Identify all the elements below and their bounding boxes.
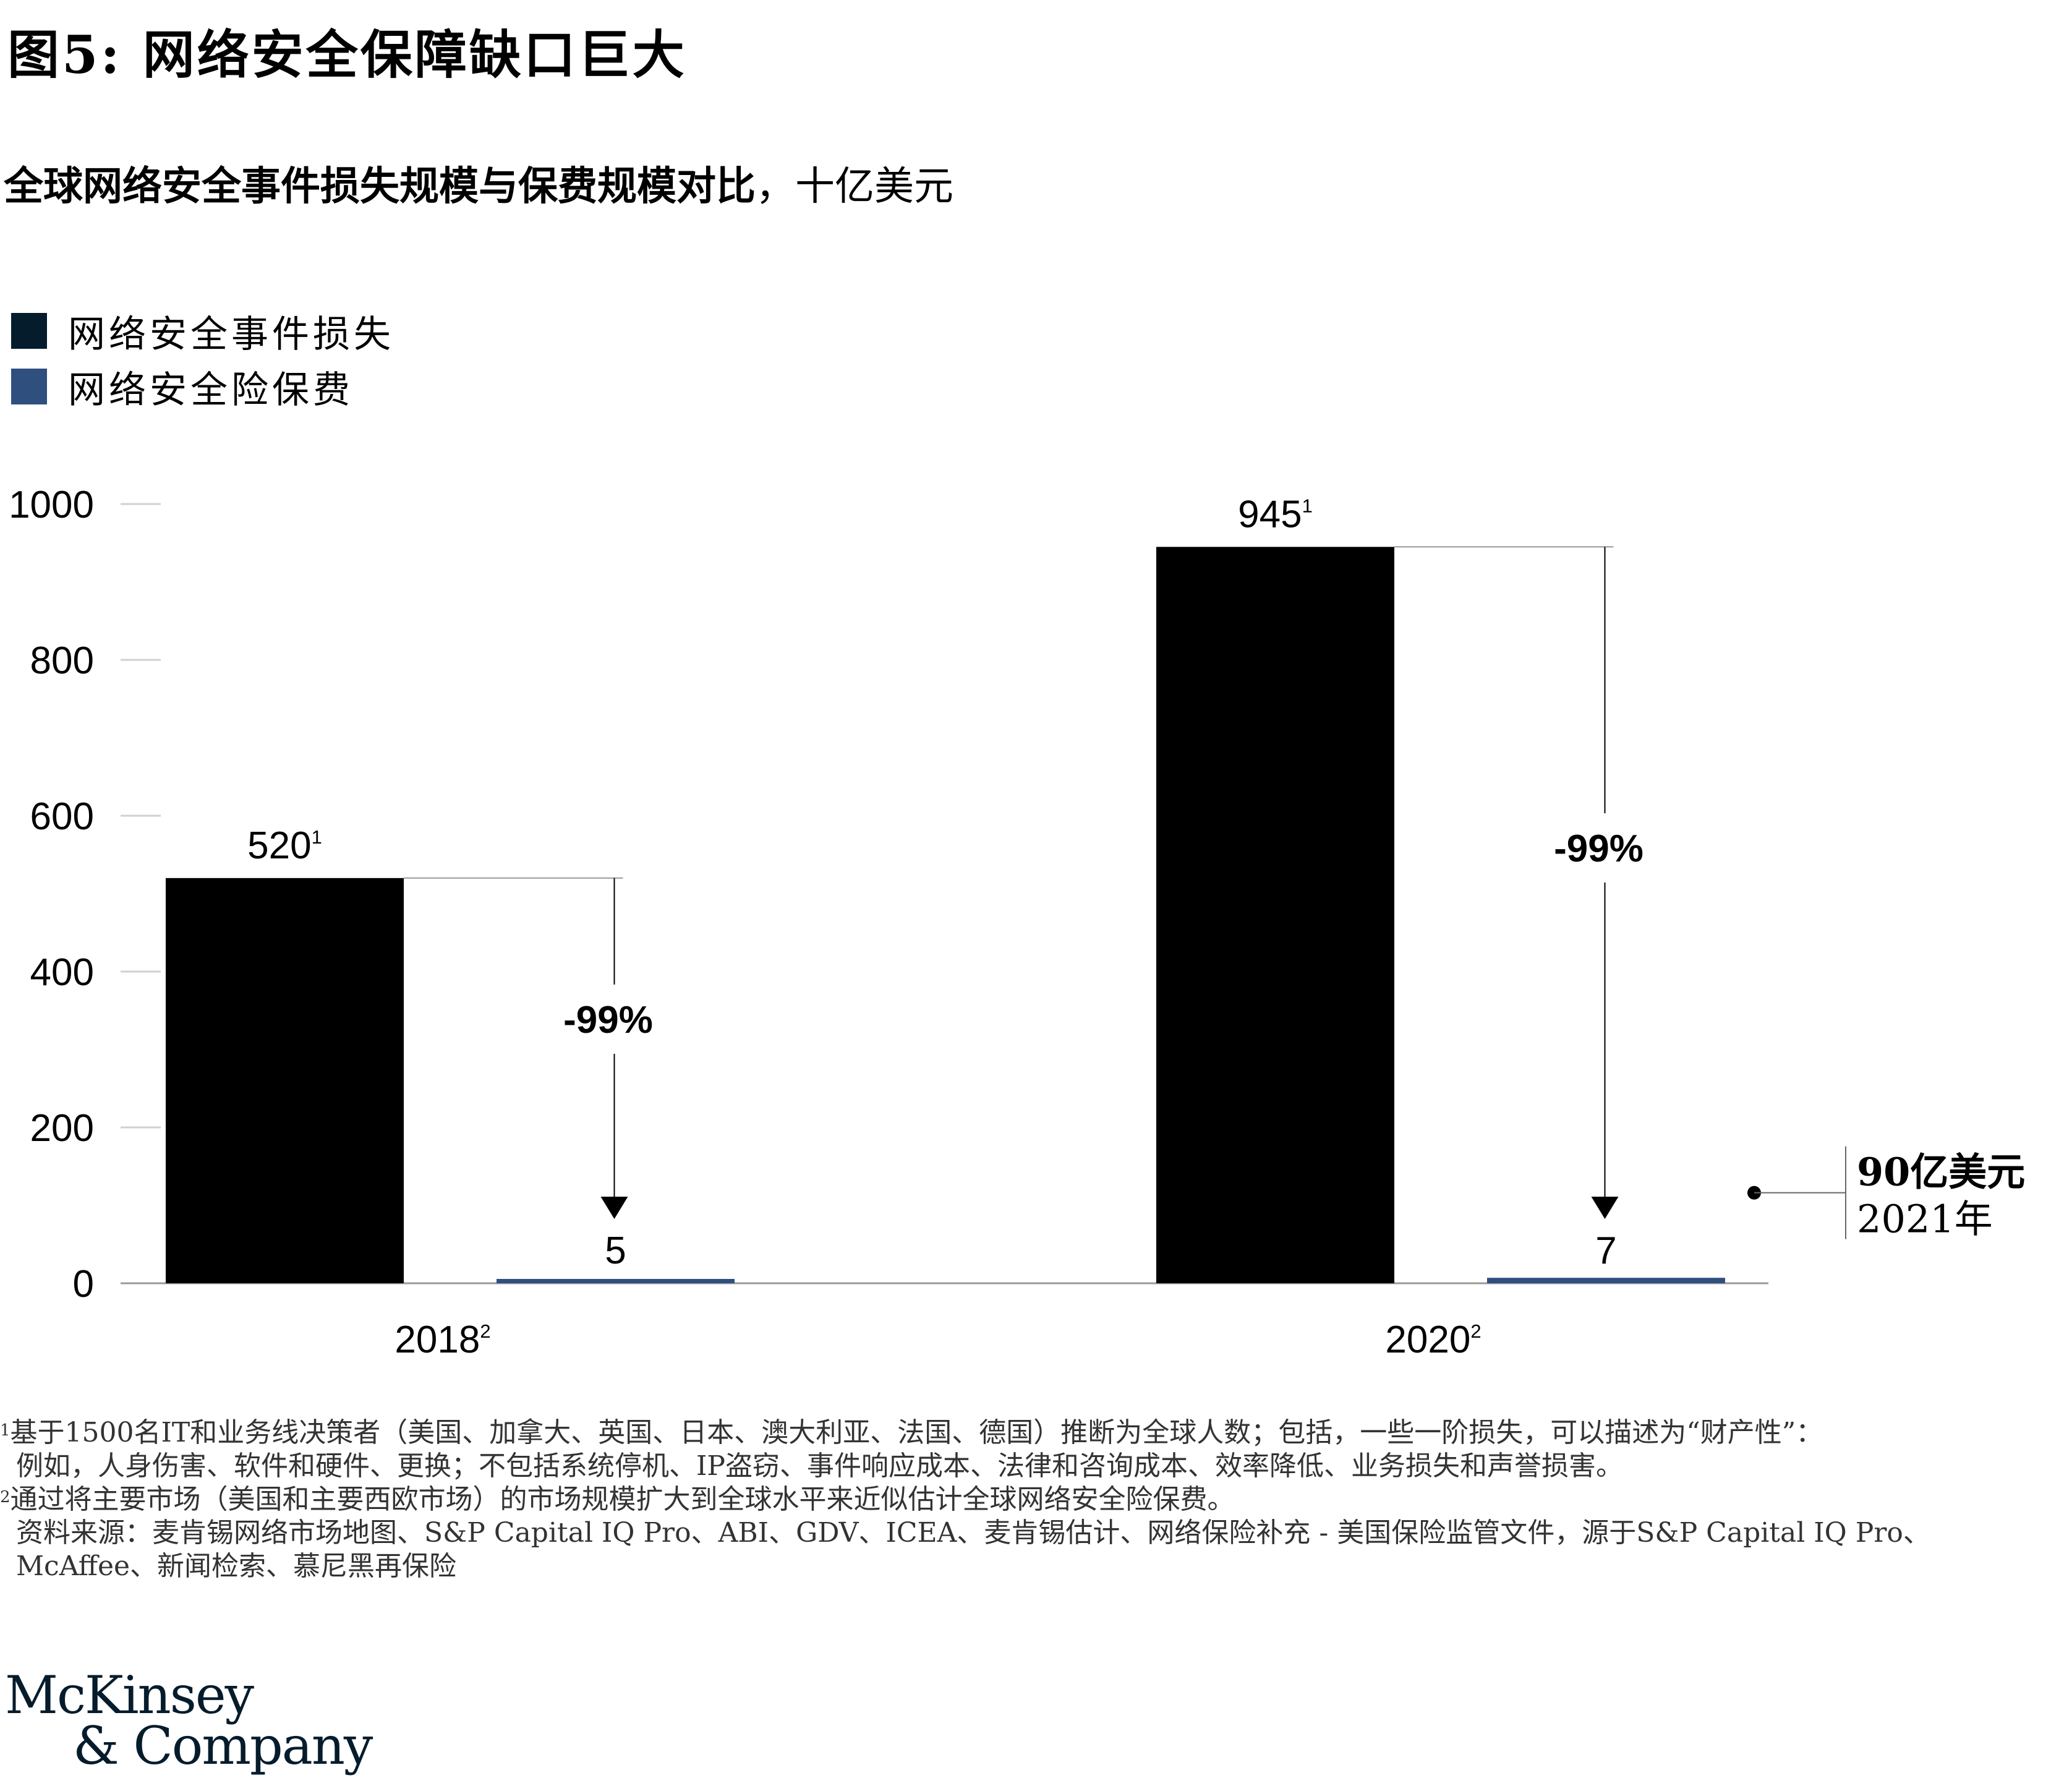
data-labels: 5201 5 20182 9451 7 20202 bbox=[247, 493, 1617, 1361]
source-line-1: 资料来源：麦肯锡网络市场地图、S&P Capital IQ Pro、ABI、GD… bbox=[16, 1517, 1930, 1549]
y-tick-label-200: 200 bbox=[30, 1107, 94, 1150]
logo-line-1: McKinsey bbox=[5, 1665, 254, 1725]
bar-loss-2020 bbox=[1156, 547, 1394, 1283]
source-line-2: McAffee、新闻检索、慕尼黑再保险 bbox=[16, 1550, 457, 1582]
change-label-2020: -99% bbox=[1554, 827, 1644, 870]
bars bbox=[166, 547, 1725, 1283]
subtitle-unit: ，十亿美元 bbox=[756, 164, 953, 210]
bar-premium-2020 bbox=[1487, 1278, 1725, 1283]
y-tick-label-600: 600 bbox=[30, 795, 94, 838]
footnote-1-line-1: 1基于1500名IT和业务线决策者（美国、加拿大、英国、日本、澳大利亚、法国、德… bbox=[0, 1416, 2053, 1450]
y-tick-label-400: 400 bbox=[30, 951, 94, 994]
bar-loss-2018 bbox=[166, 878, 404, 1283]
category-label-2020: 20202 bbox=[1385, 1319, 1481, 1361]
arrow-head-2020 bbox=[1591, 1197, 1619, 1219]
footnote-1-mark: 1 bbox=[0, 1421, 11, 1440]
chart-subtitle: 全球网络安全事件损失规模与保费规模对比，十亿美元 bbox=[4, 155, 953, 212]
legend-label-loss: 网络安全事件损失 bbox=[68, 312, 394, 356]
subtitle-main: 全球网络安全事件损失规模与保费规模对比 bbox=[4, 163, 756, 210]
annotation-value: 90亿美元 bbox=[1857, 1150, 2025, 1195]
legend-item-premium: 网络安全险保费 bbox=[11, 365, 354, 412]
legend-swatch-loss bbox=[11, 313, 47, 349]
bar-chart: 0 200 400 600 800 1000 5201 5 20182 9451 7 20202 -… bbox=[9, 484, 2025, 1361]
legend-label-premium: 网络安全险保费 bbox=[68, 368, 354, 412]
logo-line-2: & Company bbox=[73, 1716, 373, 1776]
y-tick-label-1000: 1000 bbox=[9, 484, 94, 526]
value-label-loss-2018: 5201 bbox=[247, 824, 322, 867]
value-label-loss-2020: 9451 bbox=[1238, 493, 1313, 536]
mckinsey-logo: McKinsey & Company bbox=[5, 1665, 373, 1776]
category-label-2018: 20182 bbox=[394, 1319, 490, 1361]
change-label-2018: -99% bbox=[563, 999, 653, 1041]
footnote-2-line-1: 2通过将主要市场（美国和主要西欧市场）的市场规模扩大到全球水平来近似估计全球网络… bbox=[0, 1483, 2053, 1516]
bar-premium-2018 bbox=[497, 1279, 735, 1283]
value-label-premium-2020: 7 bbox=[1595, 1229, 1616, 1272]
footnote-2-mark: 2 bbox=[0, 1488, 11, 1507]
footnote-1-text: 基于1500名IT和业务线决策者（美国、加拿大、英国、日本、澳大利亚、法国、德国… bbox=[10, 1417, 1823, 1448]
footnote-2-text: 通过将主要市场（美国和主要西欧市场）的市场规模扩大到全球水平来近似估计全球网络安… bbox=[10, 1484, 1235, 1515]
legend-swatch-premium bbox=[11, 369, 47, 404]
page-title: 图5: 网络安全保障缺口巨大 bbox=[7, 24, 687, 85]
footnote-1-line-2: 例如，人身伤害、软件和硬件、更换；不包括系统停机、IP盗窃、事件响应成本、法律和… bbox=[16, 1450, 1623, 1482]
legend-item-loss: 网络安全事件损失 bbox=[11, 309, 394, 356]
arrow-head-2018 bbox=[600, 1197, 628, 1219]
value-label-premium-2018: 5 bbox=[605, 1229, 626, 1272]
y-tick-label-0: 0 bbox=[73, 1263, 94, 1306]
y-tick-label-800: 800 bbox=[30, 639, 94, 682]
annotation-year: 2021年 bbox=[1857, 1197, 1993, 1242]
footnotes: 1基于1500名IT和业务线决策者（美国、加拿大、英国、日本、澳大利亚、法国、德… bbox=[0, 1416, 2053, 1583]
